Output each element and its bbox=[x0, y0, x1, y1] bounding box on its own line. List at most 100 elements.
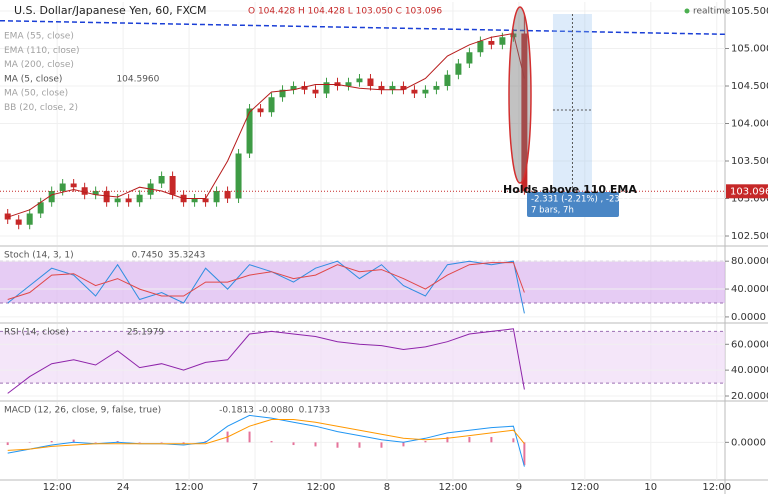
candle-body bbox=[400, 86, 407, 90]
x-tick-label: 12:00 bbox=[570, 482, 599, 493]
candle-body bbox=[323, 82, 330, 94]
study-label: EMA (110, close) bbox=[4, 46, 80, 56]
measure-label-box bbox=[527, 192, 619, 217]
ohlc-legend: O 104.428 H 104.428 L 103.050 C 103.096 bbox=[248, 7, 442, 17]
candle-body bbox=[191, 198, 198, 203]
x-tick-label: 12:00 bbox=[307, 482, 336, 493]
candle-body bbox=[279, 89, 286, 98]
y-tick-label: 20.0000 bbox=[731, 391, 768, 402]
y-tick-label: 104.000 bbox=[731, 119, 768, 130]
legend-value: -0.0080 bbox=[259, 406, 294, 416]
pane-title: Stoch (14, 3, 1) bbox=[4, 251, 74, 261]
candle-body bbox=[444, 74, 451, 86]
candle-body bbox=[257, 108, 264, 113]
legend-value: 0.7450 bbox=[132, 251, 164, 261]
candle-body bbox=[499, 37, 506, 45]
candle-body bbox=[70, 183, 77, 188]
candle-body bbox=[312, 89, 319, 94]
candle-body bbox=[466, 52, 473, 64]
y-tick-label: 102.500 bbox=[731, 231, 768, 242]
y-tick-label: 80.0000 bbox=[731, 256, 768, 267]
histogram-bar bbox=[512, 438, 515, 443]
candle-body bbox=[378, 86, 385, 90]
candle-body bbox=[213, 191, 220, 203]
candle-body bbox=[345, 82, 352, 86]
candle-body bbox=[125, 198, 132, 203]
y-tick-label: 103.000 bbox=[731, 194, 768, 205]
overlay: 102.500 103.000 103.500 104.000 104.500 105.0… bbox=[4, 6, 768, 448]
x-tick-label: 8 bbox=[384, 482, 390, 493]
candle-body bbox=[246, 108, 253, 154]
histogram-bar bbox=[50, 441, 53, 443]
study-label: MA (200, close) bbox=[4, 60, 74, 70]
x-tick-label: 10 bbox=[644, 482, 657, 493]
pane-title: RSI (14, close) bbox=[4, 328, 69, 338]
candle-body bbox=[367, 78, 374, 86]
x-tick-label: 9 bbox=[516, 482, 522, 493]
study-label: MA (50, close) bbox=[4, 89, 68, 99]
status-dot bbox=[684, 8, 690, 14]
pane-title: MACD (12, 26, close, 9, false, true) bbox=[4, 406, 161, 416]
candle-body bbox=[433, 86, 440, 90]
candle-body bbox=[26, 213, 33, 225]
candle-body bbox=[455, 63, 462, 75]
candle-body bbox=[411, 89, 418, 94]
y-tick-label: 60.0000 bbox=[731, 339, 768, 350]
histogram-bar bbox=[424, 441, 427, 443]
histogram-bar bbox=[116, 441, 119, 443]
study-value: 104.5960 bbox=[116, 74, 159, 84]
y-tick-label: 40.0000 bbox=[731, 284, 768, 295]
histogram-bar bbox=[138, 442, 141, 443]
histogram-bar bbox=[94, 442, 97, 443]
x-tick-label: 12:00 bbox=[702, 482, 731, 493]
last-price-box bbox=[726, 184, 768, 199]
plot: 12:00 24 12:00 7 12:00 8 12:00 9 12:00 10 12:00 bbox=[0, 2, 731, 493]
y-tick-label: 0.0000 bbox=[731, 437, 766, 448]
histogram-bar bbox=[446, 436, 449, 443]
candle-body bbox=[477, 41, 484, 53]
candle-body bbox=[389, 86, 396, 90]
candle-body bbox=[158, 176, 165, 184]
candle-body bbox=[4, 213, 11, 220]
candle-body bbox=[59, 183, 66, 191]
histogram-bar bbox=[72, 439, 75, 443]
study-label: BB (20, close, 2) bbox=[4, 103, 78, 113]
status: realtime bbox=[693, 7, 731, 17]
candle-body bbox=[290, 86, 297, 90]
histogram-bar bbox=[402, 442, 405, 447]
study-label: MA (5, close) bbox=[4, 74, 62, 84]
x-tick-label: 12:00 bbox=[43, 482, 72, 493]
candle-body bbox=[48, 191, 55, 203]
indicator-line bbox=[7, 328, 525, 394]
ma-line bbox=[7, 32, 525, 218]
histogram-bar bbox=[204, 441, 207, 443]
histogram-bar bbox=[490, 436, 493, 443]
histogram-bar bbox=[270, 441, 273, 443]
candle-body bbox=[114, 198, 121, 203]
candle-body bbox=[15, 219, 22, 225]
histogram-bar bbox=[160, 442, 163, 443]
candle-body bbox=[521, 33, 528, 192]
legend-value: 35.3243 bbox=[168, 251, 205, 261]
candle-body bbox=[202, 198, 209, 203]
candle-body bbox=[268, 97, 275, 113]
histogram-bar bbox=[380, 442, 383, 448]
candle-body bbox=[235, 153, 242, 199]
y-tick-label: 40.0000 bbox=[731, 365, 768, 376]
histogram-bar bbox=[314, 442, 317, 447]
y-tick-label: 105.000 bbox=[731, 44, 768, 55]
measure-label: -2.331 (-2.21%) , -2331 bbox=[531, 195, 631, 205]
candle-body bbox=[103, 191, 110, 203]
x-tick-label: 12:00 bbox=[439, 482, 468, 493]
histogram-bar bbox=[468, 436, 471, 443]
measure-label: 7 bars, 7h bbox=[531, 206, 574, 216]
y-tick-label: 104.500 bbox=[731, 81, 768, 92]
chart-title: U.S. Dollar/Japanese Yen, 60, FXCM bbox=[14, 4, 206, 17]
x-tick-label: 7 bbox=[252, 482, 258, 493]
legend-value: 25.1979 bbox=[127, 328, 164, 338]
x-tick-label: 24 bbox=[117, 482, 130, 493]
annotation: Holds above 110 EMA bbox=[503, 183, 637, 196]
histogram-bar bbox=[248, 431, 251, 443]
